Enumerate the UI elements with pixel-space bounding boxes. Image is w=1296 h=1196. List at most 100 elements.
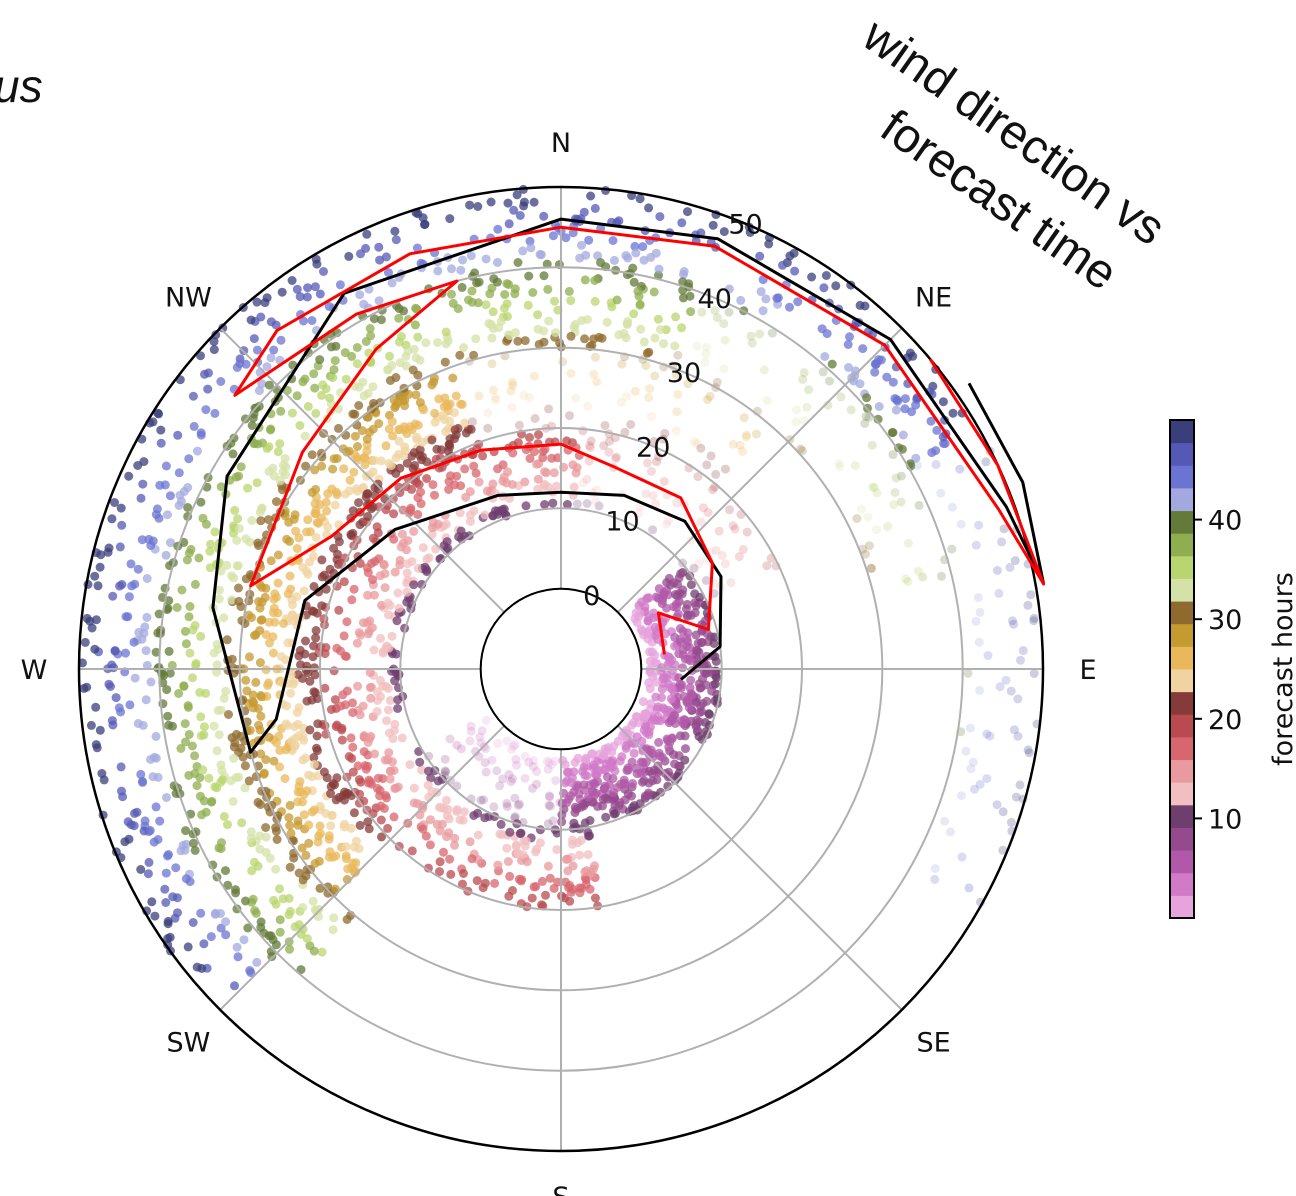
scatter-point: [352, 484, 361, 494]
scatter-point: [148, 772, 158, 782]
scatter-point: [436, 445, 446, 455]
scatter-point: [375, 791, 385, 801]
scatter-point: [287, 276, 297, 285]
scatter-point: [408, 365, 418, 375]
scatter-point-faint: [641, 489, 651, 499]
scatter-point: [416, 499, 426, 509]
scatter-point: [686, 580, 696, 590]
scatter-point: [482, 486, 492, 496]
scatter-point: [137, 535, 147, 545]
scatter-point: [252, 297, 262, 307]
scatter-point-faint: [506, 777, 516, 787]
scatter-point-faint: [930, 864, 940, 873]
scatter-point-faint: [692, 341, 702, 351]
scatter-point-faint: [712, 313, 722, 323]
scatter-point-faint: [616, 397, 626, 407]
scatter-point: [359, 299, 369, 309]
scatter-point: [295, 292, 305, 302]
scatter-point: [572, 463, 582, 473]
scatter-point: [348, 742, 358, 752]
scatter-point: [221, 686, 231, 696]
scatter-point: [234, 471, 244, 481]
scatter-point: [520, 841, 530, 851]
scatter-point: [450, 840, 459, 850]
scatter-point: [702, 696, 712, 706]
scatter-point: [272, 497, 281, 507]
scatter-point: [176, 744, 186, 753]
scatter-point: [151, 731, 161, 741]
scatter-point: [181, 874, 191, 884]
scatter-point: [442, 537, 452, 547]
scatter-point: [911, 453, 921, 463]
scatter-point-faint: [999, 524, 1009, 534]
scatter-point-faint: [702, 342, 711, 352]
colorbar-segment: [1170, 420, 1194, 444]
scatter-point: [435, 867, 444, 877]
scatter-point: [666, 580, 675, 590]
scatter-point: [442, 832, 452, 842]
scatter-point: [296, 965, 306, 975]
black-track-line: [211, 217, 1046, 754]
scatter-point: [631, 712, 641, 722]
scatter-point-faint: [591, 496, 601, 506]
scatter-point: [185, 648, 195, 658]
scatter-point: [255, 507, 265, 517]
scatter-point: [488, 307, 498, 317]
scatter-point: [362, 434, 372, 444]
scatter-point: [249, 334, 259, 344]
scatter-point: [330, 356, 340, 366]
scatter-point-faint: [850, 461, 860, 470]
scatter-point: [411, 303, 421, 313]
scatter-point: [536, 250, 546, 260]
scatter-point: [384, 424, 394, 434]
scatter-point: [756, 287, 766, 297]
scatter-point: [582, 771, 592, 781]
scatter-point: [223, 820, 232, 830]
colorbar-segment: [1170, 804, 1194, 828]
scatter-point-faint: [940, 816, 950, 826]
scatter-point-faint: [836, 392, 846, 402]
scatter-point: [394, 436, 404, 446]
scatter-point: [329, 543, 339, 553]
red-track-line: [233, 225, 1046, 655]
scatter-point-faint: [528, 783, 537, 793]
direction-label: NW: [165, 282, 212, 313]
scatter-point: [326, 342, 336, 352]
scatter-point-faint: [694, 559, 704, 569]
scatter-point: [224, 710, 233, 719]
scatter-point: [285, 821, 295, 830]
scatter-point: [446, 471, 455, 481]
scatter-point: [685, 683, 695, 693]
scatter-point: [130, 808, 139, 818]
scatter-point: [349, 584, 359, 594]
scatter-point: [843, 340, 853, 349]
scatter-point: [372, 522, 382, 532]
scatter-point: [338, 444, 348, 454]
scatter-point: [448, 298, 458, 308]
scatter-point: [911, 400, 921, 410]
scatter-point: [282, 701, 292, 711]
scatter-point: [116, 503, 126, 513]
scatter-point-faint: [466, 726, 476, 736]
scatter-point: [269, 756, 279, 766]
scatter-point: [290, 722, 299, 732]
scatter-point: [311, 906, 321, 916]
scatter-point-faint: [918, 572, 928, 582]
scatter-point: [374, 242, 384, 252]
scatter-point-faint: [566, 369, 576, 378]
scatter-point: [355, 559, 365, 568]
scatter-point: [315, 883, 325, 893]
scatter-point: [376, 815, 386, 825]
scatter-point-faint: [738, 446, 747, 456]
scatter-point: [264, 380, 274, 390]
scatter-point: [654, 264, 664, 274]
scatter-point: [420, 562, 430, 572]
scatter-point-faint: [520, 751, 530, 761]
scatter-point: [290, 510, 300, 520]
scatter-point: [441, 339, 451, 349]
scatter-point: [301, 636, 310, 646]
grid-spoke: [617, 327, 903, 613]
scatter-point: [234, 583, 243, 593]
scatter-point: [444, 485, 454, 494]
scatter-point: [86, 720, 96, 730]
